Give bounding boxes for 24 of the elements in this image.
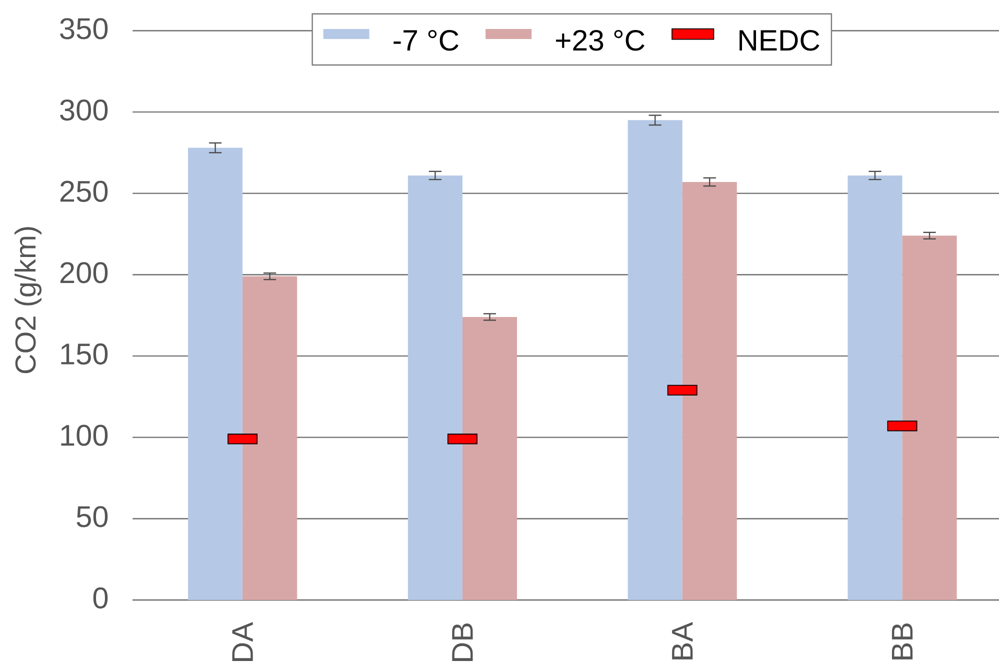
- y-tick-label: 50: [76, 506, 108, 528]
- y-tick-label: 250: [60, 180, 108, 202]
- y-tick-label: 300: [60, 99, 108, 121]
- legend-label: -7 °C: [394, 30, 458, 51]
- y-tick-label: 150: [61, 343, 108, 365]
- legend-label: NEDC: [740, 30, 820, 51]
- y-tick-label: 200: [60, 262, 108, 284]
- bar: [902, 236, 957, 600]
- bar: [628, 120, 682, 600]
- legend-label: +23 °C: [556, 30, 644, 51]
- x-tick-label: DB: [452, 623, 473, 661]
- y-tick-label: 100: [61, 424, 108, 446]
- y-tick-label: 0: [93, 587, 108, 609]
- x-tick-label: BA: [672, 622, 693, 660]
- bar: [408, 175, 462, 600]
- x-tick-label: BB: [892, 623, 913, 660]
- bar: [188, 148, 243, 600]
- y-tick-label: 350: [60, 18, 108, 40]
- x-tick-label: DA: [232, 622, 253, 661]
- bar: [242, 276, 298, 600]
- y-axis-title: CO2 (g/km): [14, 227, 42, 374]
- bar: [682, 182, 737, 600]
- bar: [462, 316, 517, 600]
- bar: [848, 175, 902, 600]
